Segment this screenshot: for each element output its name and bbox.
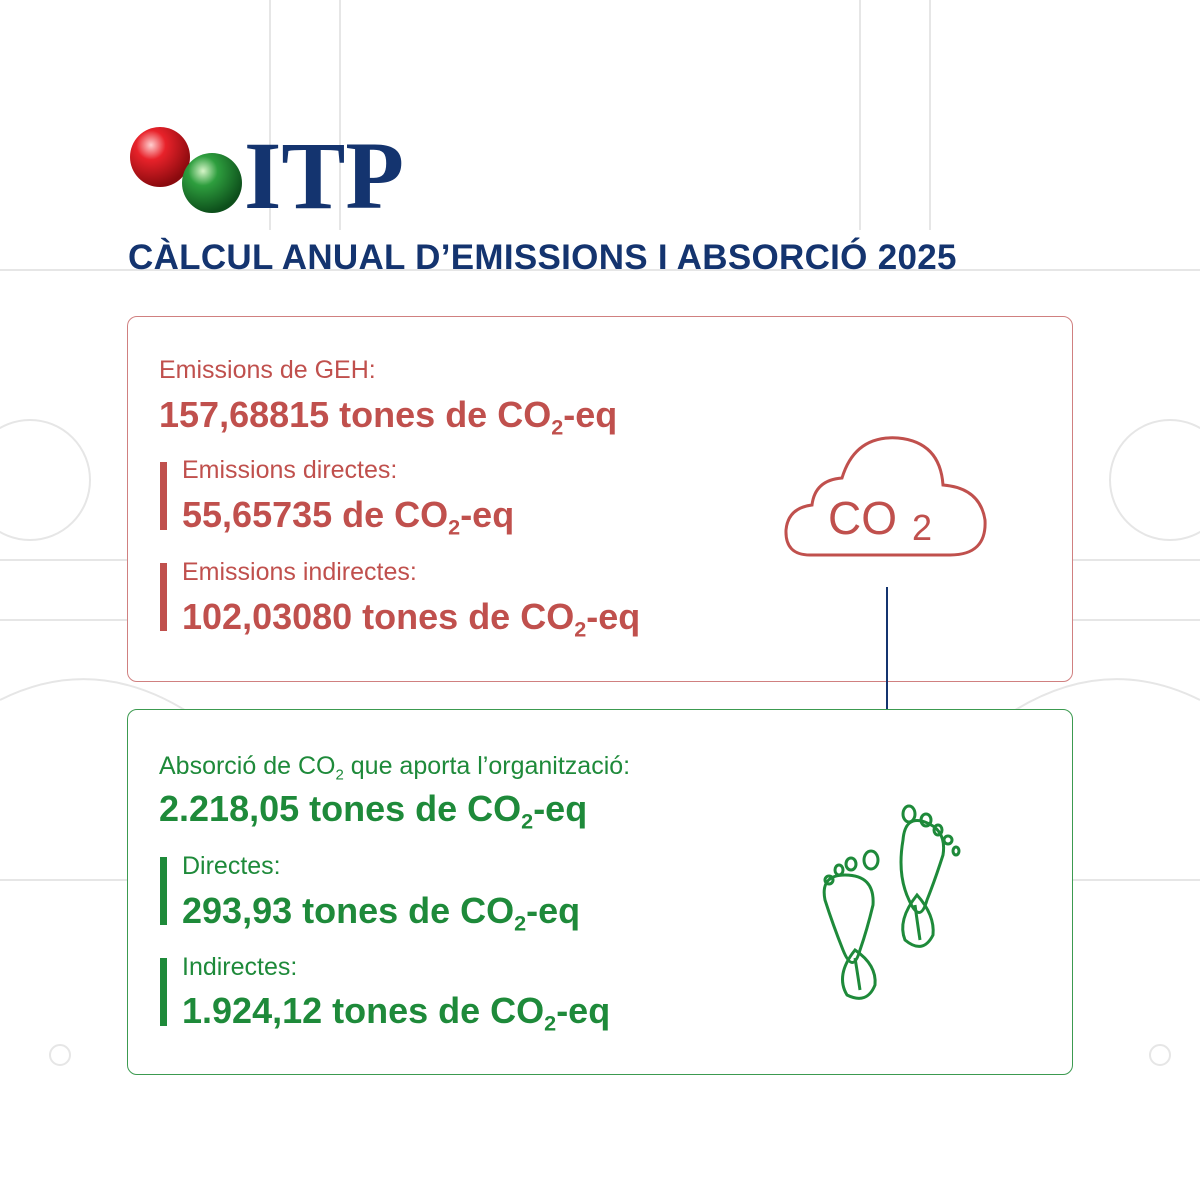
text: -eq: [533, 788, 588, 829]
logo-spheres: [130, 127, 242, 213]
subscript: 2: [574, 616, 587, 642]
icon-text: CO: [828, 492, 897, 544]
emissions-box: [127, 316, 1073, 682]
footprints-icon: [822, 804, 961, 1000]
text: 157,68815 tones de CO: [159, 394, 552, 435]
text: Absorció de CO: [159, 752, 336, 780]
accent-bar: [160, 462, 167, 530]
subscript: 2: [448, 514, 461, 540]
emissions-total: 157,68815 tones de CO2-eq: [159, 394, 618, 438]
text: -eq: [526, 890, 581, 931]
text: que aporta l’organització:: [343, 752, 631, 780]
absorption-label: Absorció de CO2 que aporta l’organitzaci…: [159, 752, 631, 784]
text: 1.924,12 tones de CO: [182, 990, 545, 1031]
subscript: 2: [551, 414, 564, 440]
text: -eq: [460, 494, 515, 535]
text: 293,93 tones de CO: [182, 890, 515, 931]
text: 2.218,05 tones de CO: [159, 788, 522, 829]
emissions-label: Emissions de GEH:: [159, 356, 376, 384]
text: -eq: [563, 394, 618, 435]
item-value: 293,93 tones de CO2-eq: [182, 890, 581, 934]
item-value: 1.924,12 tones de CO2-eq: [182, 990, 611, 1034]
co2-cloud-icon: CO 2: [784, 436, 987, 557]
absorption-box: [127, 709, 1073, 1075]
accent-bar: [160, 857, 167, 925]
accent-bar: [160, 563, 167, 631]
text: 55,65735 de CO: [182, 494, 449, 535]
text: 102,03080 tones de CO: [182, 596, 575, 637]
subscript: 2: [544, 1010, 557, 1036]
item-value: 55,65735 de CO2-eq: [182, 494, 515, 538]
accent-bar: [160, 958, 167, 1026]
subscript: 2: [514, 910, 527, 936]
subscript: 2: [335, 766, 344, 784]
title: CÀLCUL ANUAL D’EMISSIONS I ABSORCIÓ 2025: [128, 238, 957, 277]
absorption-total: 2.218,05 tones de CO2-eq: [159, 788, 588, 832]
item-label: Emissions directes:: [182, 456, 398, 484]
item-label: Indirectes:: [182, 953, 298, 981]
item-value: 102,03080 tones de CO2-eq: [182, 596, 641, 640]
logo-text: ITP: [244, 122, 405, 229]
text: -eq: [556, 990, 611, 1031]
subscript: 2: [521, 808, 534, 834]
icon-subscript: 2: [912, 507, 932, 548]
text: -eq: [586, 596, 641, 637]
item-label: Emissions indirectes:: [182, 558, 417, 586]
item-label: Directes:: [182, 852, 281, 880]
